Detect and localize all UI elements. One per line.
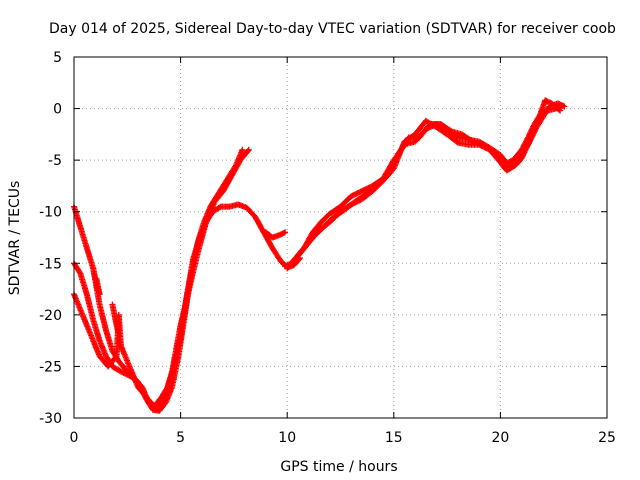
y-tick-label: -15	[39, 256, 62, 272]
data-point	[528, 134, 535, 141]
data-point	[353, 190, 360, 197]
data-point	[453, 138, 460, 145]
data-point	[239, 146, 246, 153]
y-tick-label: -30	[39, 411, 62, 427]
data-point	[280, 230, 287, 236]
y-axis-label: SDTVAR / TECUs	[7, 181, 23, 296]
data-point	[115, 332, 122, 339]
chart-title: Day 014 of 2025, Sidereal Day-to-day VTE…	[49, 21, 616, 37]
series-track-8	[90, 265, 103, 298]
x-tick-label: 0	[70, 430, 79, 446]
data-point	[555, 106, 562, 113]
data-point	[532, 126, 539, 133]
axes: 0 5 10 15 20 25 5 0 -5 -10 -15 -20 -25 -30	[39, 50, 616, 446]
data-point	[557, 107, 564, 114]
series-track-6	[282, 97, 564, 270]
grid-lines	[74, 57, 607, 418]
data-point	[531, 129, 537, 136]
data-point	[93, 275, 100, 282]
y-tick-label: -5	[48, 153, 62, 169]
plot-frame	[73, 56, 608, 419]
data-series	[71, 97, 568, 414]
x-tick-label: 20	[491, 430, 509, 446]
data-point	[76, 269, 83, 276]
series-track-4	[262, 229, 289, 241]
data-point	[529, 132, 536, 139]
x-tick-label: 15	[385, 430, 403, 446]
x-tick-label: 25	[598, 430, 616, 446]
x-tick-label: 10	[278, 430, 296, 446]
y-tick-label: -25	[39, 359, 62, 375]
y-tick-label: 5	[53, 50, 62, 66]
data-point	[282, 229, 289, 236]
data-point	[121, 370, 128, 377]
data-point	[468, 137, 475, 144]
data-point	[447, 127, 454, 134]
x-axis-label: GPS time / hours	[280, 459, 397, 475]
y-tick-label: 0	[53, 102, 62, 118]
data-point	[112, 354, 119, 361]
data-point	[244, 148, 251, 154]
data-point	[245, 146, 252, 153]
series-track-7	[290, 100, 568, 265]
series-track-9	[109, 301, 122, 339]
y-tick-label: -20	[39, 308, 62, 324]
data-point	[561, 103, 568, 110]
y-tick-label: -10	[39, 205, 62, 221]
x-tick-label: 5	[176, 430, 185, 446]
